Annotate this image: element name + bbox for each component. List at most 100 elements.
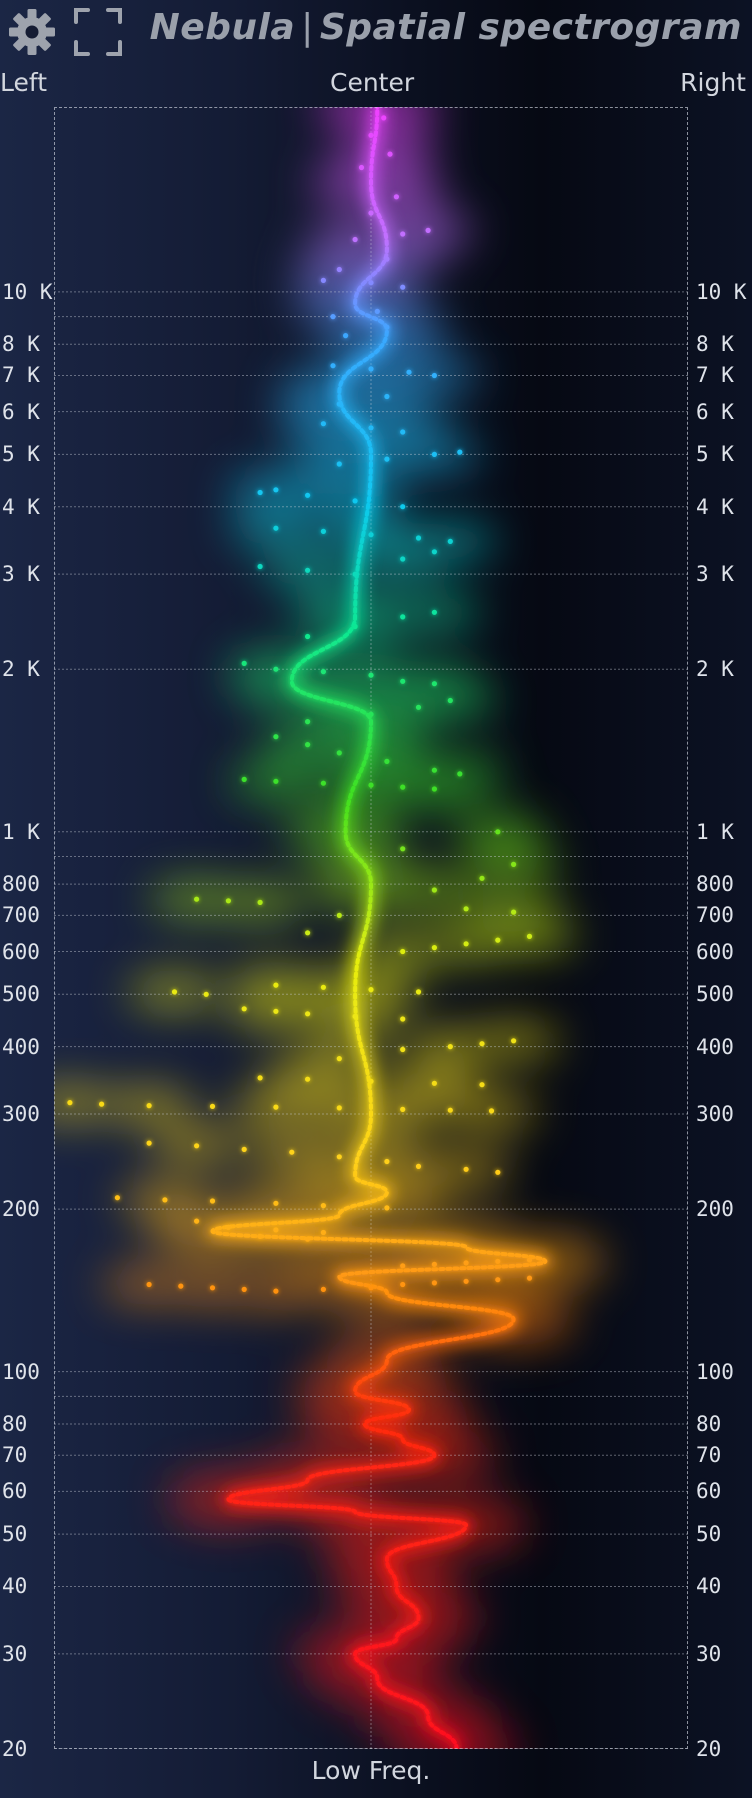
spectrum-point: [495, 829, 501, 835]
spectrum-point: [374, 308, 380, 314]
spectrum-point: [273, 1104, 279, 1110]
spectrum-point: [273, 1200, 279, 1206]
pan-label-center: Center: [330, 68, 415, 97]
spectrum-point: [526, 1257, 533, 1263]
spectrum-point: [431, 609, 437, 615]
spectrum-point: [305, 1236, 311, 1242]
spectrum-point: [209, 1198, 216, 1204]
spectrum-point: [273, 525, 279, 531]
tick-label-left: 700: [2, 903, 40, 928]
spectrum-point: [381, 115, 387, 121]
tick-label-right: 800: [696, 872, 734, 897]
tick-label-right: 10 K: [696, 279, 747, 304]
tick-label-right: 30: [696, 1641, 722, 1666]
spectrum-point: [431, 451, 437, 457]
spectrum-point: [336, 912, 342, 919]
spectrum-point: [241, 1286, 247, 1292]
spectrum-point: [305, 633, 311, 640]
spectrum-point: [336, 1105, 342, 1111]
tick-label-right: 3 K: [696, 562, 734, 587]
header-bar: Nebula | Spatial spectrogram: [0, 0, 752, 62]
haze-blob: [54, 1084, 116, 1121]
spectrum-point: [352, 571, 358, 577]
spectrum-point: [479, 875, 485, 881]
spectrum-point: [368, 782, 374, 788]
spectrum-point: [400, 284, 406, 290]
spectrum-point: [171, 989, 178, 995]
spectrum-point: [495, 1277, 501, 1283]
tick-label-right: 8 K: [696, 332, 734, 357]
tick-label-right: 5 K: [696, 442, 734, 467]
spectrum-point: [400, 231, 406, 237]
spectrum-point: [257, 899, 263, 906]
spectrum-point: [415, 535, 422, 541]
spectrum-point: [257, 1233, 263, 1239]
spectrum-point: [495, 1169, 501, 1175]
spectrum-point: [320, 1229, 326, 1236]
pan-label-right: Right: [680, 68, 746, 97]
tick-label-right: 7 K: [696, 363, 734, 388]
tick-label-right: 60: [696, 1479, 722, 1504]
spectrogram-plot[interactable]: [54, 107, 688, 1749]
trace-path: [210, 107, 548, 1749]
spectrum-point: [400, 846, 406, 852]
spectrum-point: [320, 277, 326, 283]
tick-label-right: 2 K: [696, 657, 734, 682]
spectrum-point: [352, 623, 358, 630]
spectrum-point: [273, 982, 279, 988]
spectrum-point: [463, 1260, 469, 1266]
title-product: Nebula: [149, 7, 296, 48]
tick-label-left: 30: [2, 1641, 28, 1666]
tick-label-right: 400: [696, 1034, 734, 1059]
spectrum-point: [400, 504, 406, 510]
tick-label-left: 40: [2, 1574, 28, 1599]
spectrum-point: [431, 549, 437, 555]
spectrum-point: [431, 1280, 437, 1286]
tick-label-right: 6 K: [696, 399, 734, 424]
tick-label-left: 800: [2, 872, 40, 897]
spectrum-point: [320, 528, 326, 534]
spectrum-point: [368, 987, 374, 993]
spectrum-point: [368, 425, 374, 431]
tick-label-left: 70: [2, 1443, 28, 1468]
fullscreen-icon[interactable]: [70, 4, 126, 60]
spectrum-point: [241, 1006, 247, 1012]
spectrum-point: [162, 1197, 168, 1203]
spectrum-point: [257, 563, 263, 570]
spectrum-point: [488, 1108, 495, 1114]
spectrum-point: [305, 492, 311, 498]
spectrum-point: [209, 1103, 216, 1109]
spectrum-point: [343, 333, 349, 339]
spectrum-point: [225, 898, 231, 904]
tick-label-right: 20: [696, 1737, 722, 1761]
spectrum-point: [146, 1140, 152, 1146]
spectrum-point: [194, 896, 200, 902]
spectrum-point: [400, 556, 406, 562]
spectrum-point: [463, 1166, 469, 1172]
spectrum-point: [400, 614, 406, 620]
spectrum-point: [368, 1285, 374, 1291]
spectrum-point: [241, 776, 247, 783]
spectrum-point: [368, 132, 374, 138]
spectrum-point: [330, 363, 336, 369]
gear-icon[interactable]: [4, 4, 60, 60]
app-title: Nebula | Spatial spectrogram: [150, 4, 742, 52]
spectrum-point: [352, 498, 358, 504]
spectrum-point: [400, 784, 406, 790]
spectrum-point: [384, 758, 390, 765]
spectrum-point: [495, 937, 501, 943]
spectrum-point: [67, 1100, 73, 1106]
spectrum-point: [289, 1149, 295, 1155]
spectrum-point: [320, 780, 326, 786]
tick-label-left: 60: [2, 1479, 28, 1504]
spectrum-point: [320, 421, 326, 427]
spectrum-point: [431, 945, 437, 951]
spectrum-points: [67, 115, 533, 1294]
spectrum-point: [194, 1143, 200, 1149]
tick-label-left: 500: [2, 982, 40, 1007]
spectrum-point: [336, 266, 342, 273]
spectrum-point: [415, 704, 422, 710]
spectrum-point: [479, 1082, 485, 1088]
spectrum-point: [384, 1205, 390, 1211]
